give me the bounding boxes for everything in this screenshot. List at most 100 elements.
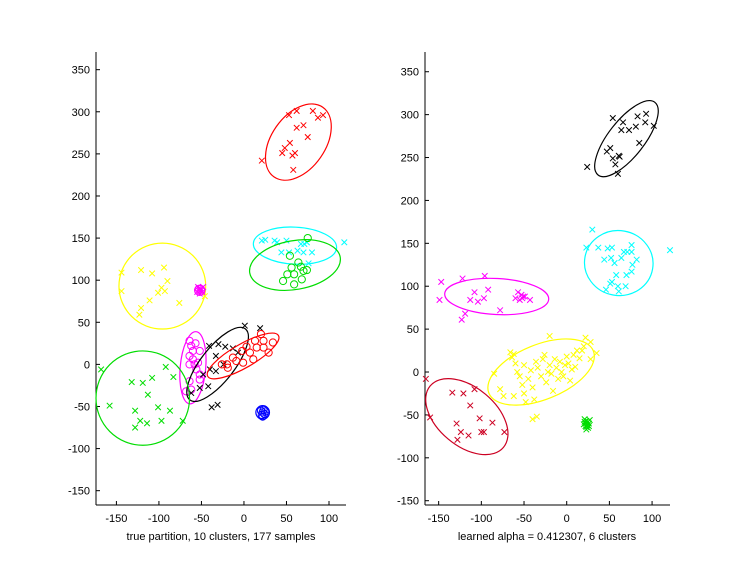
- data-point-x: [525, 375, 532, 383]
- y-tick-label: -50: [403, 410, 419, 422]
- data-point-x: [208, 404, 215, 411]
- cluster-4: [194, 283, 207, 297]
- y-tick-label: 150: [72, 233, 90, 245]
- cluster-0: [258, 103, 332, 181]
- cluster-8: [95, 350, 191, 446]
- data-point-x: [612, 161, 619, 168]
- data-point-x: [514, 289, 522, 296]
- data-point-x: [454, 436, 461, 443]
- data-point-x: [580, 343, 587, 350]
- data-point-x: [642, 110, 650, 117]
- data-point-x: [632, 123, 640, 130]
- data-point-x: [212, 367, 220, 375]
- data-point-circle: [264, 348, 273, 357]
- data-point-x: [642, 119, 649, 126]
- data-point-x: [476, 415, 483, 422]
- data-point-circle: [191, 339, 200, 348]
- data-point-x: [561, 361, 569, 369]
- data-point-circle: [217, 360, 226, 369]
- data-point-x: [148, 374, 156, 382]
- data-point-x: [589, 226, 596, 233]
- y-tick-label: -150: [397, 496, 419, 508]
- data-point-x: [573, 347, 581, 354]
- data-point-x: [471, 289, 478, 296]
- y-tick-label: 250: [72, 149, 90, 161]
- x-tick-label: 0: [241, 513, 247, 525]
- data-point-x: [650, 122, 657, 129]
- x-tick-label: -50: [516, 513, 532, 525]
- data-point-x: [118, 269, 125, 276]
- data-point-x: [544, 368, 552, 376]
- data-point-x: [534, 364, 541, 371]
- data-point-x: [459, 275, 466, 282]
- cluster-ellipse: [594, 100, 659, 178]
- cluster-2: [436, 272, 550, 323]
- data-point-x: [158, 417, 165, 424]
- data-point-x: [609, 155, 616, 162]
- data-point-x: [584, 163, 591, 171]
- data-point-x: [160, 264, 168, 271]
- data-point-x: [279, 149, 286, 157]
- data-point-x: [215, 341, 222, 348]
- data-point-x: [520, 361, 528, 369]
- data-point-x: [529, 384, 536, 391]
- cluster-ellipse: [206, 332, 280, 380]
- data-point-x: [520, 390, 528, 397]
- y-tick-label: -100: [68, 444, 90, 456]
- data-point-x: [587, 355, 594, 363]
- data-point-x: [478, 428, 485, 436]
- data-point-x: [560, 373, 567, 380]
- data-point-x: [131, 424, 139, 431]
- data-point-x: [618, 126, 625, 134]
- data-point-x: [308, 249, 316, 256]
- data-point-x: [608, 244, 616, 251]
- data-point-circle: [232, 356, 241, 366]
- data-point-x: [205, 342, 213, 350]
- data-point-x: [622, 283, 629, 290]
- data-point-x: [628, 241, 635, 249]
- data-point-circle: [290, 270, 299, 279]
- data-point-x: [512, 295, 519, 302]
- cluster-0: [584, 100, 659, 178]
- data-point-x: [582, 334, 589, 341]
- data-point-x: [179, 417, 186, 424]
- data-point-x: [222, 343, 229, 350]
- cluster-ellipse: [255, 405, 271, 420]
- data-point-x: [97, 366, 105, 373]
- data-point-x: [146, 297, 153, 304]
- data-point-x: [148, 270, 156, 277]
- data-point-x: [286, 139, 294, 147]
- y-tick-label: 50: [78, 317, 90, 329]
- cluster-ellipse: [118, 242, 207, 330]
- data-point-x: [422, 375, 430, 383]
- data-point-x: [293, 124, 300, 131]
- data-point-x: [436, 296, 443, 304]
- data-point-x: [341, 239, 348, 246]
- data-point-x: [543, 379, 550, 386]
- data-point-circle: [285, 251, 294, 260]
- data-point-x: [164, 277, 171, 285]
- data-point-x: [583, 426, 590, 433]
- data-point-x: [548, 370, 555, 377]
- data-point-x: [438, 278, 445, 286]
- data-point-x: [162, 363, 169, 371]
- data-point-x: [319, 111, 327, 119]
- data-point-x: [136, 311, 143, 318]
- x-tick-label: -100: [470, 513, 492, 525]
- y-tick-label: 300: [401, 110, 419, 122]
- data-point-x: [460, 390, 467, 397]
- cluster-4: [422, 375, 509, 456]
- data-point-x: [285, 111, 293, 119]
- data-point-x: [256, 325, 264, 332]
- data-point-x: [496, 386, 504, 393]
- y-tick-label: 200: [401, 195, 419, 207]
- data-point-x: [583, 244, 590, 251]
- data-point-x: [458, 316, 465, 323]
- data-point-x: [618, 254, 625, 262]
- data-point-circle: [239, 358, 248, 367]
- data-point-x: [214, 401, 221, 408]
- data-point-x: [609, 114, 616, 122]
- data-point-x: [294, 247, 301, 254]
- data-point-circle: [261, 407, 270, 416]
